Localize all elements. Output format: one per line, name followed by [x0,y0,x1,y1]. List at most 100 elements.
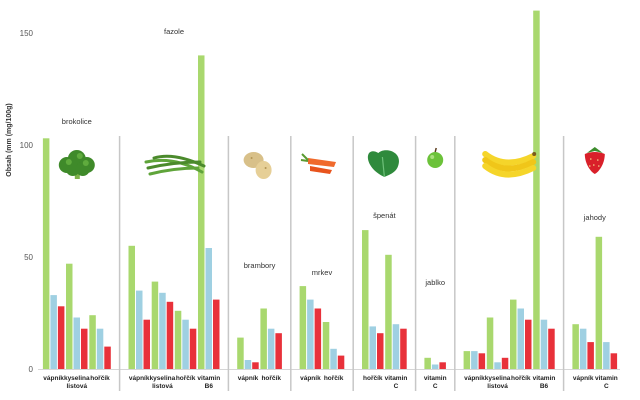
category-label: vitamin C [424,375,447,390]
bar [267,328,275,369]
carrot-icon [300,153,336,174]
bar [494,362,501,369]
bar [198,55,205,370]
y-tick-label: 150 [20,29,34,38]
bar [136,290,143,369]
bar [533,10,540,369]
bar [299,286,307,369]
bar [237,337,244,369]
category-label: vápník [129,375,150,382]
green-beans-icon [144,154,206,176]
group-label: jahody [583,213,606,222]
category-label: vápník [238,375,259,382]
category-label: kyselina listová [64,375,90,390]
bar [73,317,80,369]
group-labels: brokolice fazole brambory mrkev špenát jablko… [62,27,606,287]
bar [143,319,150,369]
category-label: vápník [464,375,485,382]
category-label: vápník [43,375,64,382]
bar [159,292,166,369]
bar [424,357,431,369]
bar [189,328,197,369]
bar [42,138,50,369]
category-label: vápník [300,375,321,382]
bar [213,299,220,369]
bar [174,310,182,369]
bar [260,308,267,369]
group-label: špenát [373,211,396,220]
category-label: hořčík [511,375,531,382]
category-label: vitamin B6 [533,375,556,390]
category-label: kyselina listová [150,375,176,390]
category-label: vitamin C [595,375,618,390]
category-label: hořčík [261,375,281,382]
bar [362,230,369,369]
bar [330,348,337,369]
banana-icon [482,151,537,178]
bar [96,328,104,369]
y-axis-label: Obsah (mm (mg/100g) [6,103,13,177]
bar [314,308,322,369]
bar [369,326,376,369]
bar [81,328,88,369]
category-label: kyselina listová [485,375,511,390]
bar [104,346,111,369]
category-label: hořčík [90,375,110,382]
bar [400,328,407,369]
bar [548,328,555,369]
bar [517,308,524,369]
bar [385,254,392,369]
bar [377,333,384,369]
category-label: hořčík [363,375,383,382]
bar [322,322,330,369]
bar [57,306,65,369]
bar [540,319,548,369]
apple-icon [427,147,444,168]
bar [128,245,135,369]
bar [572,324,579,369]
bar [89,315,96,369]
bar [337,355,345,369]
category-label: vitamin B6 [197,375,220,390]
bar [205,248,212,369]
bar [603,342,610,369]
bar [275,333,282,369]
bar [252,362,259,369]
bar [478,353,486,369]
bar [587,342,594,369]
group-label: jablko [424,278,445,287]
bar [166,301,174,369]
category-label: hořčík [176,375,196,382]
group-label: fazole [164,27,184,36]
bar [392,324,400,369]
bar [50,295,57,369]
spinach-icon [367,150,399,178]
category-label: vitamin C [385,375,408,390]
bars [42,10,618,370]
y-tick-label: 100 [20,141,34,150]
bar [501,357,509,369]
bar [525,319,532,369]
bar [182,319,189,369]
bar [439,362,446,369]
bar [307,299,314,369]
bar [486,317,494,369]
bar [579,328,587,369]
broccoli-icon [58,150,95,179]
y-tick-label: 0 [29,365,34,374]
bar [471,351,478,369]
bar [431,364,439,369]
bar [244,360,252,369]
bar [151,281,159,369]
bar [595,236,603,369]
strawberry-icon [584,147,605,174]
group-label: brokolice [62,117,92,126]
group-label: brambory [244,261,276,270]
y-tick-label: 50 [24,253,33,262]
bar [610,353,618,369]
potato-icon [243,152,272,179]
group-separators [118,136,565,391]
category-label: hořčík [324,375,344,382]
